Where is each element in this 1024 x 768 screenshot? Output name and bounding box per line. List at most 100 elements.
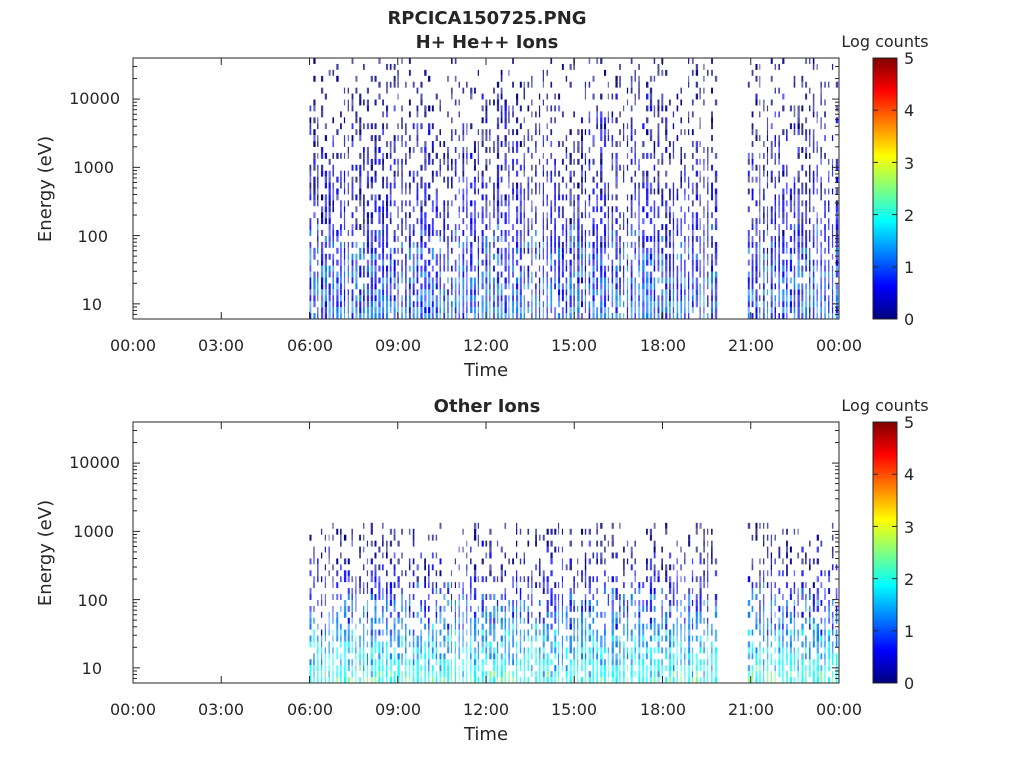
spectrogram-cell xyxy=(603,265,607,272)
spectrogram-cell xyxy=(431,206,434,213)
spectrogram-cell xyxy=(324,200,328,207)
spectrogram-cell xyxy=(385,176,389,183)
spectrogram-cell xyxy=(626,224,629,231)
spectrogram-cell xyxy=(638,158,640,165)
spectrogram-cell xyxy=(370,135,374,142)
spectrogram-cell xyxy=(359,289,362,296)
spectrogram-cell xyxy=(577,241,580,248)
spectrogram-cell xyxy=(508,212,510,219)
spectrogram-cell xyxy=(527,188,530,195)
spectrogram-cell xyxy=(458,653,460,660)
spectrogram-cell xyxy=(770,123,773,130)
spectrogram-cell xyxy=(447,635,450,642)
spectrogram-cell xyxy=(603,271,607,278)
spectrogram-cell xyxy=(516,93,519,100)
spectrogram-cell xyxy=(431,123,434,130)
spectrogram-cell xyxy=(584,528,587,535)
spectrogram-cell xyxy=(382,659,384,666)
spectrogram-cell xyxy=(577,206,580,213)
spectrogram-cell xyxy=(703,301,705,308)
spectrogram-cell xyxy=(512,635,514,642)
spectrogram-cell xyxy=(684,170,686,177)
spectrogram-cell xyxy=(688,235,690,242)
spectrogram-cell xyxy=(382,534,384,541)
spectrogram-cell xyxy=(786,307,788,314)
spectrogram-cell xyxy=(714,188,718,195)
spectrogram-cell xyxy=(542,212,544,219)
spectrogram-cell xyxy=(408,277,411,284)
spectrogram-cell xyxy=(561,271,564,278)
spectrogram-cell xyxy=(340,170,342,177)
spectrogram-cell xyxy=(393,635,396,642)
spectrogram-cell xyxy=(680,564,682,571)
spectrogram-cell xyxy=(382,540,384,547)
spectrogram-cell xyxy=(581,176,583,183)
spectrogram-cell xyxy=(320,594,323,600)
spectrogram-cell xyxy=(657,247,660,254)
spectrogram-cell xyxy=(324,271,328,278)
spectrogram-cell xyxy=(688,301,690,308)
spectrogram-cell xyxy=(320,659,323,666)
spectrogram-cell xyxy=(835,224,839,231)
spectrogram-cell xyxy=(527,659,530,666)
spectrogram-cell xyxy=(711,295,714,302)
spectrogram-cell xyxy=(397,582,400,589)
spectrogram-cell xyxy=(789,301,793,308)
spectrogram-cell xyxy=(504,152,507,159)
spectrogram-cell xyxy=(797,271,800,278)
spectrogram-cell xyxy=(546,253,548,260)
spectrogram-cell xyxy=(336,152,339,159)
spectrogram-cell xyxy=(309,117,312,124)
spectrogram-cell xyxy=(397,271,399,278)
spectrogram-cell xyxy=(755,230,758,236)
spectrogram-cell xyxy=(634,558,636,565)
spectrogram-cell xyxy=(370,164,374,171)
spectrogram-cell xyxy=(691,188,694,195)
spectrogram-cell xyxy=(450,665,453,672)
spectrogram-cell xyxy=(340,265,342,272)
spectrogram-cell xyxy=(695,635,698,642)
spectrogram-cell xyxy=(340,253,342,260)
spectrogram-cell xyxy=(812,176,815,183)
spectrogram-cell xyxy=(615,152,618,159)
spectrogram-cell xyxy=(370,218,374,225)
spectrogram-cell xyxy=(642,313,645,319)
spectrogram-cell xyxy=(668,235,671,242)
spectrogram-cell xyxy=(340,540,342,547)
spectrogram-cell xyxy=(450,605,453,612)
spectrogram-cell xyxy=(431,224,434,231)
spectrogram-cell xyxy=(313,176,316,183)
spectrogram-cell xyxy=(831,241,834,248)
spectrogram-cell xyxy=(699,117,701,124)
spectrogram-cell xyxy=(447,665,450,672)
spectrogram-cell xyxy=(835,253,839,260)
spectrogram-cell xyxy=(535,623,537,630)
spectrogram-cell xyxy=(676,224,679,231)
spectrogram-cell xyxy=(786,188,788,195)
spectrogram-cell xyxy=(309,671,312,678)
spectrogram-cell xyxy=(623,283,625,290)
spectrogram-cell xyxy=(714,295,718,302)
spectrogram-cell xyxy=(588,540,591,547)
spectrogram-cell xyxy=(747,277,750,284)
spectrogram-cell xyxy=(481,241,484,248)
spectrogram-cell xyxy=(577,146,580,153)
spectrogram-cell xyxy=(320,677,323,683)
spectrogram-cell xyxy=(405,123,407,130)
spectrogram-cell xyxy=(385,265,389,272)
spectrogram-cell xyxy=(680,176,683,183)
spectrogram-cell xyxy=(763,313,765,319)
spectrogram-cell xyxy=(714,277,718,284)
spectrogram-cell xyxy=(378,307,381,314)
spectrogram-cell xyxy=(611,641,614,648)
spectrogram-cell xyxy=(351,265,354,272)
spectrogram-cell xyxy=(812,230,815,236)
spectrogram-cell xyxy=(763,289,765,296)
spectrogram-cell xyxy=(711,235,714,242)
spectrogram-cell xyxy=(324,582,326,589)
spectrogram-cell xyxy=(676,558,678,565)
spectrogram-cell xyxy=(661,558,663,565)
spectrogram-cell xyxy=(351,253,354,260)
spectrogram-cell xyxy=(424,295,427,302)
spectrogram-cell xyxy=(565,635,568,642)
